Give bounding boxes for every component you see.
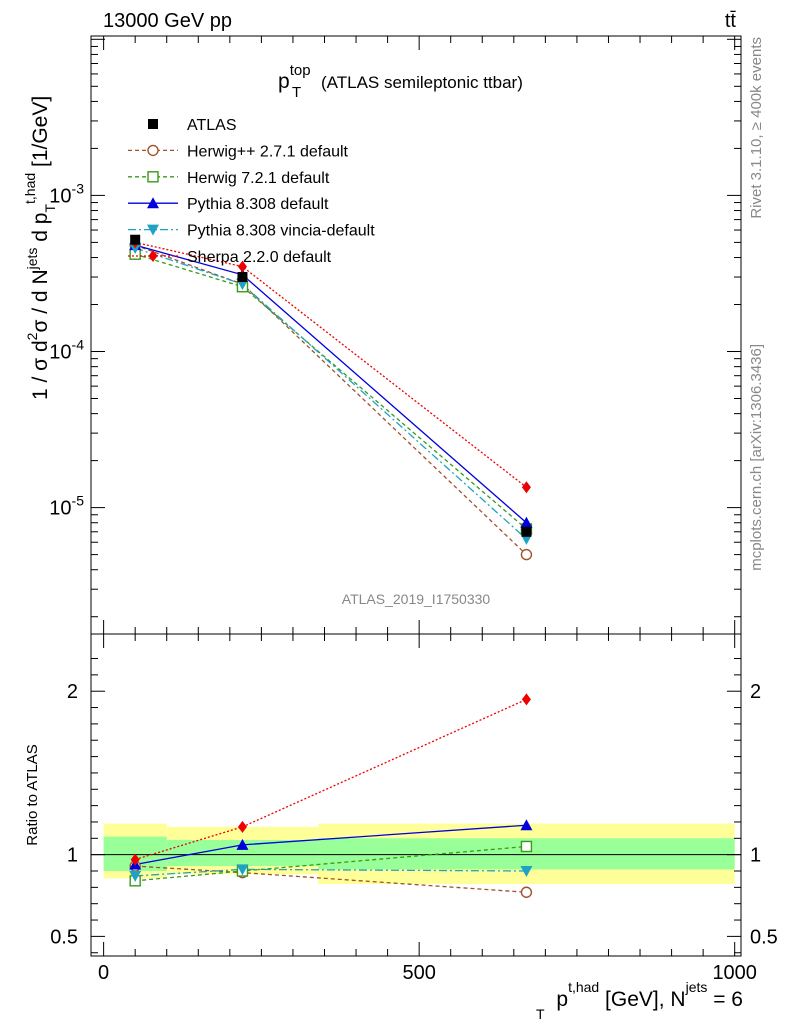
series-point	[129, 243, 142, 255]
series-point	[520, 548, 533, 561]
series-line	[134, 244, 527, 556]
data-point	[521, 526, 532, 537]
series-line	[134, 253, 527, 530]
ratio-frame	[90, 633, 742, 957]
ratio-series-point	[520, 886, 533, 898]
ratio-y-tick-label-right: 1	[750, 845, 761, 867]
y-tick-label: 10-3	[49, 180, 84, 207]
title-rest: (ATLAS semileptonic ttbar)	[321, 73, 523, 92]
legend-marker	[147, 224, 159, 236]
legend-label: Herwig++ 2.7.1 default	[187, 143, 349, 160]
analysis-id: ATLAS_2019_I1750330	[342, 591, 491, 607]
main-panel: 10-3 10-4 10-5 ptop T (ATLAS semileptonic …	[22, 35, 742, 635]
series-point	[520, 516, 533, 528]
series-line	[135, 244, 527, 524]
legend-label: Pythia 8.308 vincia-default	[187, 223, 375, 240]
ratio-series-point	[520, 819, 533, 831]
svg-text:1 / σ d2σ / d Njets d pTt,had: 1 / σ d2σ / d Njets d pTt,had [1/GeV]	[22, 96, 58, 400]
title-sub: T	[292, 84, 301, 101]
ratio-y-tick-label: 2	[67, 681, 78, 703]
ratio-series-point	[521, 693, 531, 706]
ratio-series-point	[520, 866, 533, 878]
ratio-series-point	[237, 820, 247, 833]
ratio-series-point	[130, 853, 140, 866]
rivet-label: Rivet 3.1.10, ≥ 400k events	[748, 37, 765, 219]
ratio-panel: 0 500 1000 0.5 0.5 1 1 2 2 Ratio to ATLAS	[24, 633, 778, 984]
ratio-y-tick-label-right: 0.5	[750, 926, 778, 948]
legend-label: Sherpa 2.2.0 default	[187, 249, 332, 266]
legend-marker	[148, 119, 158, 129]
legend-label: ATLAS	[187, 117, 237, 134]
legend: ATLAS Herwig++ 2.7.1 default Herwig 7.2.1 …	[128, 117, 375, 266]
data-point	[130, 234, 141, 245]
ratio-series-point	[236, 838, 249, 850]
ratio-axis-ticks: 0 500 1000 0.5 0.5 1 1 2 2	[50, 634, 778, 984]
series-line	[135, 241, 527, 488]
x-axis-label-sub: T	[536, 1006, 545, 1022]
series-point	[521, 481, 531, 494]
legend-marker	[147, 171, 159, 183]
legend-label: Pythia 8.308 default	[187, 196, 329, 213]
ratio-y-tick-label: 0.5	[50, 926, 78, 948]
x-tick-label: 1000	[712, 962, 757, 984]
y-tick-label: 10-4	[49, 337, 84, 364]
main-axis-ticks: 10-3 10-4 10-5	[49, 36, 741, 634]
series-point	[237, 260, 247, 273]
ratio-y-tick-label: 1	[67, 845, 78, 867]
process-label: tt̄	[725, 10, 737, 32]
title-main: p	[278, 70, 290, 93]
ratio-series-point	[520, 840, 533, 853]
data-point	[237, 272, 248, 283]
ratio-series-point	[129, 870, 142, 882]
y-axis-label: 1 / σ d2σ / d Njets d pTt,had [1/GeV]	[22, 96, 58, 400]
x-tick-label: 500	[402, 962, 435, 984]
legend-marker	[147, 197, 159, 209]
ratio-y-tick-label-right: 2	[750, 681, 761, 703]
ratio-series-point	[236, 864, 249, 876]
x-tick-label: 0	[98, 962, 109, 984]
series-line	[134, 247, 527, 540]
y-tick-label: 10-5	[49, 493, 84, 520]
legend-label: Herwig 7.2.1 default	[187, 170, 330, 187]
title-sup: top	[290, 62, 311, 79]
x-axis-label: pt,had [GeV], Njets = 6	[556, 979, 743, 1011]
energy-label: 13000 GeV pp	[103, 10, 232, 32]
legend-marker	[147, 144, 159, 157]
mcplots-label: mcplots.cern.ch [arXiv:1306.3436]	[748, 344, 765, 571]
chart-title: ptop	[278, 62, 311, 93]
legend-marker	[148, 250, 158, 262]
ratio-y-label: Ratio to ATLAS	[24, 744, 41, 845]
